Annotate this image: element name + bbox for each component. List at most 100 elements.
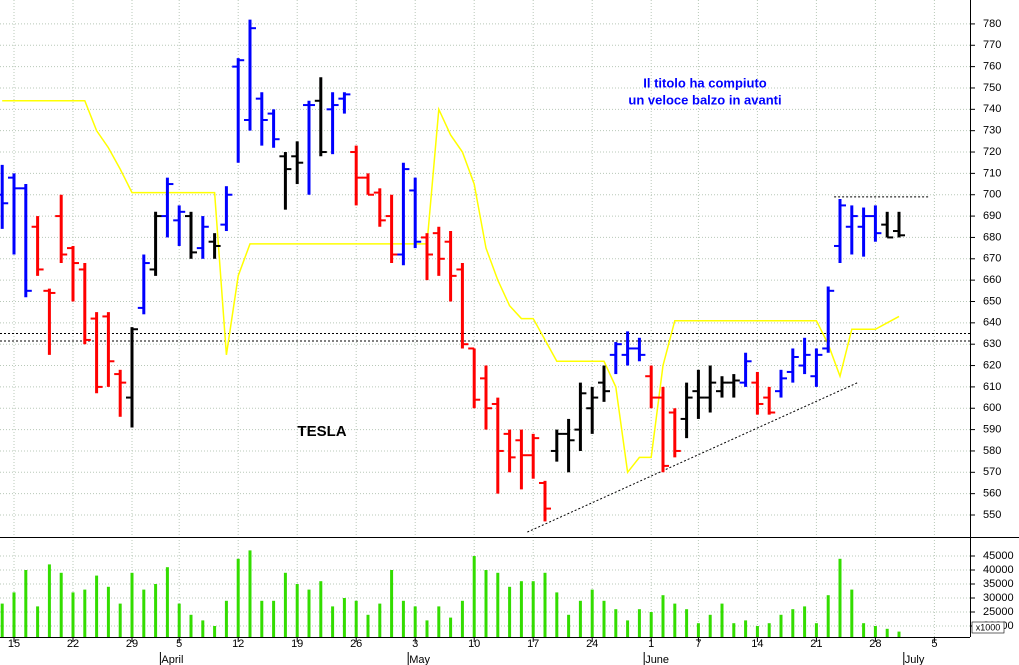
volume-bar [873,625,877,637]
volume-bar [295,583,299,637]
volume-bar [885,628,889,637]
y-tick-label: 620 [983,359,1001,371]
volume-bar [508,586,512,637]
unit-box [971,621,1005,634]
volume-bar [24,570,28,637]
volume-bar [637,609,641,637]
volume-bar [862,623,866,637]
volume-bar [496,572,500,637]
volume-bar [732,623,736,637]
volume-bar [779,614,783,637]
x-tick-label: 5 [176,638,182,650]
y-tick-label: 610 [983,381,1001,393]
volume-bar [95,575,99,637]
trend-line [527,382,858,533]
x-tick-label: 21 [810,638,822,650]
volume-bar [460,600,464,637]
volume-bar [201,620,205,637]
volume-bar [661,595,665,637]
volume-bar [708,614,712,637]
volume-bar [307,589,311,637]
x-tick-label: 10 [468,638,480,650]
volume-bar [519,581,523,637]
annotation: Il titolo ha compiuto [643,75,767,90]
volume-bar [390,570,394,637]
volume-bar [118,603,122,637]
volume-bar [47,564,51,637]
volume-bar [484,570,488,637]
volume-bar [401,600,405,637]
y-tick-label: 630 [983,338,1001,350]
y-tick-label: 580 [983,445,1001,457]
volume-bar [578,600,582,637]
volume-bar [850,589,854,637]
month-label: May [409,654,430,665]
y-tick-label: 750 [983,82,1001,94]
y-tick-label: 680 [983,231,1001,243]
y-tick-label: 570 [983,466,1001,478]
volume-bar [12,592,16,637]
volume-bar [567,614,571,637]
volume-bar [71,592,75,637]
x-tick-label: 3 [412,638,418,650]
annotation: un veloce balzo in avanti [628,92,781,107]
volume-unit: x1000 [976,622,1001,632]
volume-bar [378,603,382,637]
month-label: April [161,654,183,665]
y-tick-label: 690 [983,210,1001,222]
y-tick-label: 760 [983,61,1001,73]
month-label: June [645,654,669,665]
volume-bar [696,623,700,637]
indicator-line [2,100,900,475]
y-tick-label: 710 [983,167,1001,179]
volume-bar [814,623,818,637]
volume-bar [673,603,677,637]
volume-bar [791,609,795,637]
x-tick-label: 7 [695,638,701,650]
volume-bar [543,572,547,637]
month-label: July [905,654,925,665]
y-tick-label: 780 [983,18,1001,30]
x-tick-label: 12 [232,638,244,650]
volume-bar [602,600,606,637]
volume-bar [366,614,370,637]
y-tick-label: 700 [983,189,1001,201]
volume-bar [106,586,110,637]
volume-bar [177,603,181,637]
x-tick-label: 19 [291,638,303,650]
volume-bar [224,600,228,637]
y-tick-label: 730 [983,125,1001,137]
x-tick-label: 22 [67,638,79,650]
volume-bar [354,600,358,637]
y-tick-label: 740 [983,103,1001,115]
x-tick-label: 24 [586,638,598,650]
volume-bar [165,567,169,637]
y-tick-label: 650 [983,295,1001,307]
y-tick-label: 640 [983,317,1001,329]
volume-bar [0,603,4,637]
volume-bar [744,620,748,637]
volume-bar [437,606,441,637]
volume-bar [342,597,346,637]
volume-bar [531,581,535,637]
volume-bar [425,620,429,637]
volume-bar [248,550,252,637]
volume-bar [626,620,630,637]
y-tick-label: 720 [983,146,1001,158]
volume-bar [614,609,618,637]
volume-bar [236,558,240,637]
volume-bar [83,589,87,637]
y-tick-label: 45000 [983,550,1014,562]
volume-bar [272,600,276,637]
volume-bar [897,631,901,637]
marks [0,19,970,637]
volume-bar [803,606,807,637]
y-tick-label: 660 [983,274,1001,286]
x-tick-label: 17 [527,638,539,650]
volume-bar [260,600,264,637]
x-tick-label: 1 [648,638,654,650]
volume-bar [826,595,830,637]
volume-bar [189,614,193,637]
x-tick-label: 29 [126,638,138,650]
